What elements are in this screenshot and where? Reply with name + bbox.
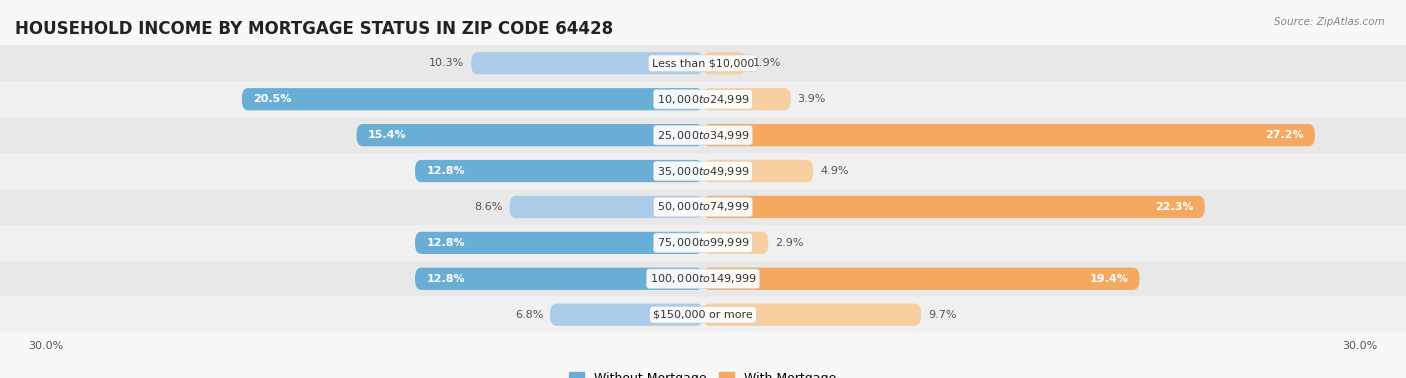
Text: 20.5%: 20.5% <box>253 94 291 104</box>
FancyBboxPatch shape <box>0 81 1406 117</box>
Text: 4.9%: 4.9% <box>820 166 848 176</box>
Text: $100,000 to $149,999: $100,000 to $149,999 <box>650 272 756 285</box>
FancyBboxPatch shape <box>509 196 703 218</box>
Text: 19.4%: 19.4% <box>1090 274 1128 284</box>
Text: 1.9%: 1.9% <box>752 58 780 68</box>
Text: 10.3%: 10.3% <box>429 58 464 68</box>
Text: $35,000 to $49,999: $35,000 to $49,999 <box>657 164 749 178</box>
FancyBboxPatch shape <box>357 124 703 146</box>
FancyBboxPatch shape <box>0 117 1406 153</box>
Text: Less than $10,000: Less than $10,000 <box>652 58 754 68</box>
Text: 30.0%: 30.0% <box>1343 341 1378 350</box>
FancyBboxPatch shape <box>0 45 1406 81</box>
Text: HOUSEHOLD INCOME BY MORTGAGE STATUS IN ZIP CODE 64428: HOUSEHOLD INCOME BY MORTGAGE STATUS IN Z… <box>14 20 613 38</box>
Text: 9.7%: 9.7% <box>928 310 956 320</box>
FancyBboxPatch shape <box>415 160 703 182</box>
FancyBboxPatch shape <box>415 232 703 254</box>
FancyBboxPatch shape <box>242 88 703 110</box>
Text: $10,000 to $24,999: $10,000 to $24,999 <box>657 93 749 106</box>
Legend: Without Mortgage, With Mortgage: Without Mortgage, With Mortgage <box>564 367 842 378</box>
FancyBboxPatch shape <box>703 232 768 254</box>
FancyBboxPatch shape <box>471 52 703 74</box>
FancyBboxPatch shape <box>703 88 790 110</box>
Text: $25,000 to $34,999: $25,000 to $34,999 <box>657 129 749 142</box>
FancyBboxPatch shape <box>0 297 1406 333</box>
FancyBboxPatch shape <box>703 124 1315 146</box>
Text: 12.8%: 12.8% <box>426 238 465 248</box>
FancyBboxPatch shape <box>0 225 1406 261</box>
Text: 2.9%: 2.9% <box>775 238 803 248</box>
Text: 12.8%: 12.8% <box>426 274 465 284</box>
FancyBboxPatch shape <box>415 268 703 290</box>
Text: 15.4%: 15.4% <box>368 130 406 140</box>
Text: 12.8%: 12.8% <box>426 166 465 176</box>
FancyBboxPatch shape <box>550 304 703 326</box>
FancyBboxPatch shape <box>703 268 1139 290</box>
Text: 3.9%: 3.9% <box>797 94 825 104</box>
Text: 8.6%: 8.6% <box>474 202 503 212</box>
Text: $50,000 to $74,999: $50,000 to $74,999 <box>657 200 749 214</box>
FancyBboxPatch shape <box>703 304 921 326</box>
Text: $150,000 or more: $150,000 or more <box>654 310 752 320</box>
FancyBboxPatch shape <box>0 261 1406 297</box>
Text: 30.0%: 30.0% <box>28 341 63 350</box>
Text: 6.8%: 6.8% <box>515 310 543 320</box>
FancyBboxPatch shape <box>0 153 1406 189</box>
FancyBboxPatch shape <box>0 189 1406 225</box>
Text: Source: ZipAtlas.com: Source: ZipAtlas.com <box>1274 17 1385 27</box>
FancyBboxPatch shape <box>703 160 813 182</box>
FancyBboxPatch shape <box>703 196 1205 218</box>
Text: 27.2%: 27.2% <box>1265 130 1303 140</box>
FancyBboxPatch shape <box>703 52 745 74</box>
Text: 22.3%: 22.3% <box>1154 202 1194 212</box>
Text: $75,000 to $99,999: $75,000 to $99,999 <box>657 236 749 249</box>
